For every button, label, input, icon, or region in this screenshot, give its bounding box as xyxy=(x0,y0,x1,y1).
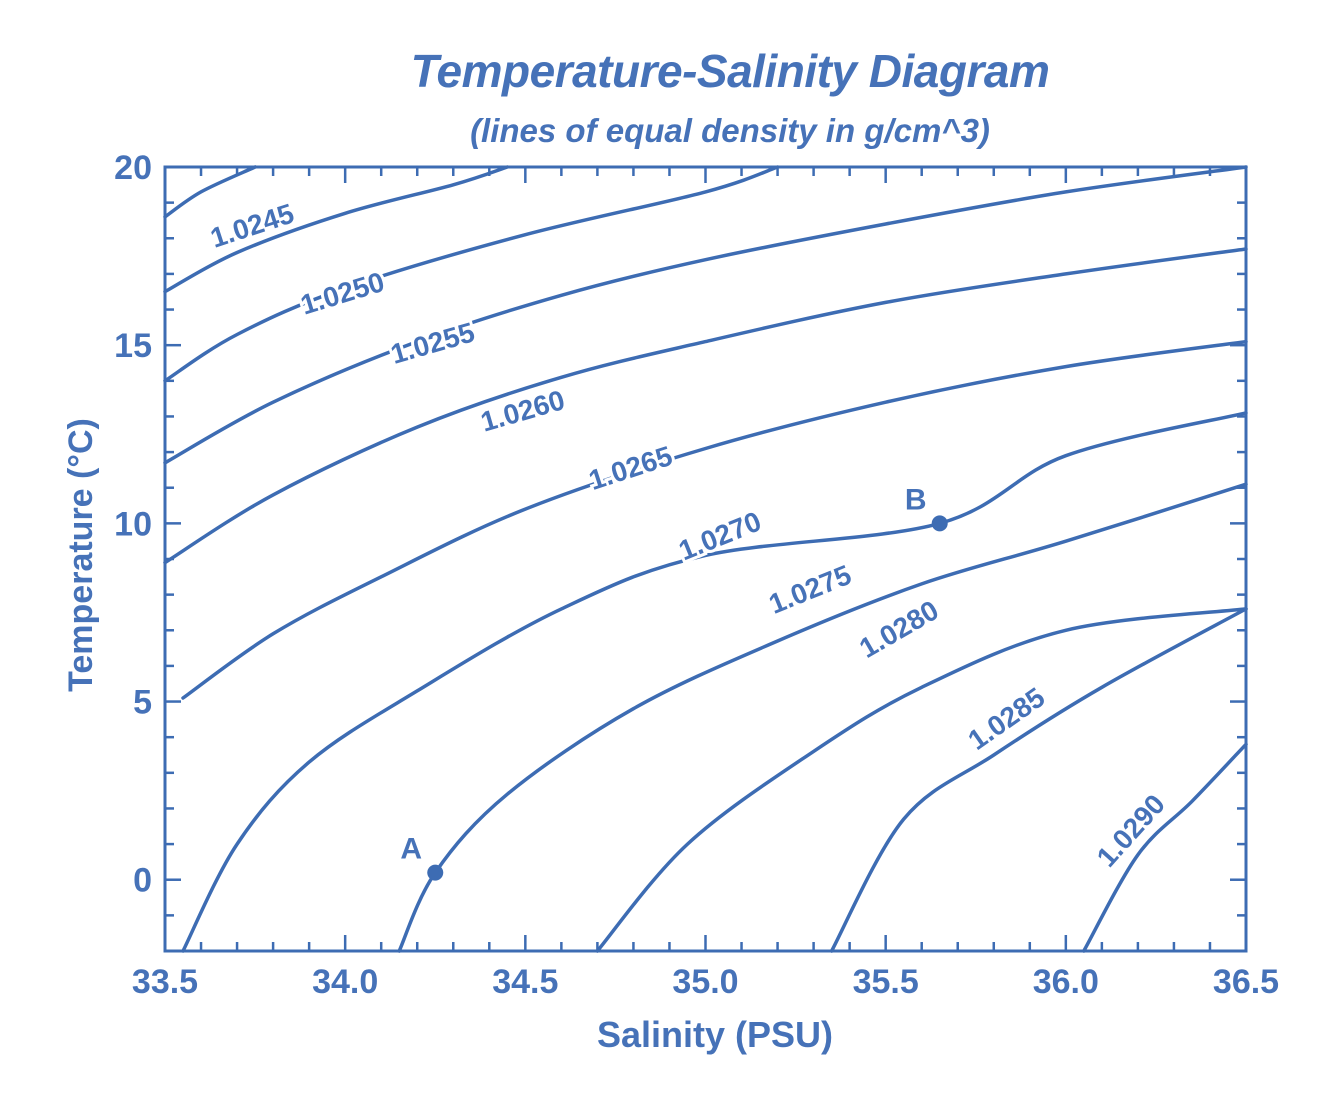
x-tick-label: 35.0 xyxy=(672,963,738,1001)
x-axis-label: Salinity (PSU) xyxy=(597,1014,833,1055)
x-tick-label: 35.5 xyxy=(853,963,919,1001)
contour-label: 1.0275 xyxy=(765,559,856,620)
y-axis-label: Temperature (°C) xyxy=(62,418,100,692)
chart-title: Temperature-Salinity Diagram xyxy=(410,45,1050,97)
density-contour-line xyxy=(163,165,1248,465)
contour-label: 1.0270 xyxy=(674,506,765,567)
contour-label: 1.0265 xyxy=(585,440,676,496)
density-contour-line xyxy=(181,411,1248,953)
chart-subtitle: (lines of equal density in g/cm^3) xyxy=(470,112,990,149)
x-tick-label: 33.5 xyxy=(132,963,198,1001)
y-tick-label: 15 xyxy=(114,327,152,365)
marked-points-group: AB xyxy=(400,483,948,881)
point-b-marker xyxy=(931,515,948,532)
contour-label: 1.0260 xyxy=(477,384,568,437)
y-tick-label: 0 xyxy=(133,862,152,900)
density-contour-line xyxy=(829,607,1248,953)
point-a-marker xyxy=(427,864,444,881)
density-contour-line xyxy=(397,482,1248,953)
contours-group xyxy=(163,165,1248,953)
density-contour-line xyxy=(181,339,1248,700)
contour-label: 1.0255 xyxy=(387,316,478,369)
x-tick-label: 34.0 xyxy=(312,963,378,1001)
x-tick-label: 34.5 xyxy=(492,963,558,1001)
y-tick-label: 5 xyxy=(133,684,152,722)
ticks-group xyxy=(163,165,1248,953)
contour-labels-group: 1.02451.02501.02551.02601.02651.02701.02… xyxy=(204,195,1174,876)
y-tick-label: 20 xyxy=(114,149,152,187)
x-tick-label: 36.5 xyxy=(1213,963,1279,1001)
axis-text-group: 33.5 34.0 34.5 35.0 35.5 36.0 36.5 0 5 10 15 20 Sali… xyxy=(62,149,1279,1055)
density-contour-line xyxy=(163,247,1248,565)
density-contour-line xyxy=(163,165,257,219)
density-contour-line xyxy=(163,165,780,383)
y-tick-label: 10 xyxy=(114,505,152,543)
density-contour-line xyxy=(1082,742,1248,953)
density-contour-line xyxy=(595,607,1248,953)
x-tick-label: 36.0 xyxy=(1033,963,1099,1001)
contour-label: 1.0250 xyxy=(297,266,388,321)
density-contour-line xyxy=(163,165,510,294)
point-a-label: A xyxy=(400,833,422,866)
point-b-label: B xyxy=(905,483,927,516)
